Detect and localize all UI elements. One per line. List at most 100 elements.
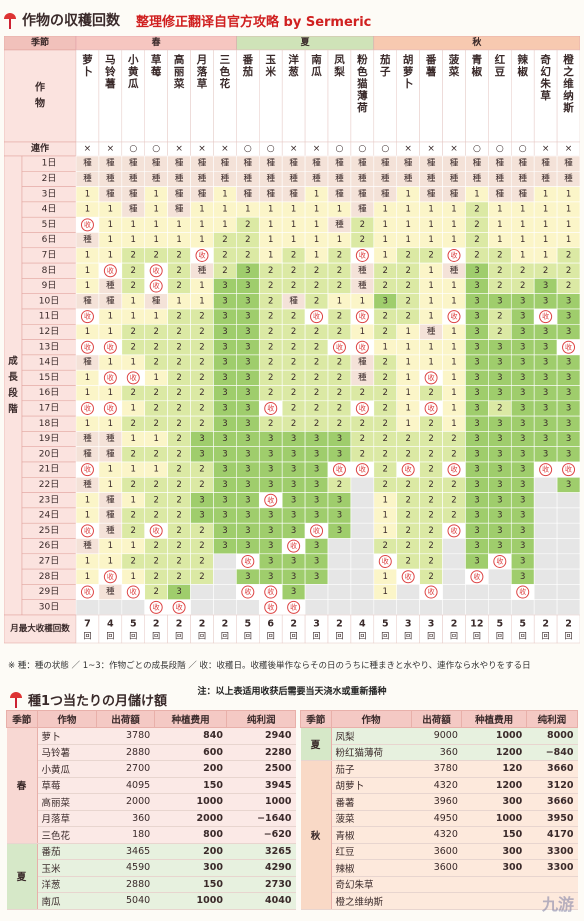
grid-cell (533, 599, 558, 616)
max-harvest-unit: 回 (450, 632, 458, 641)
crop-name-char: 橙 (563, 53, 574, 66)
profit-value (461, 892, 527, 910)
grid-value: 1 (451, 296, 456, 306)
grid-value: 3 (245, 465, 250, 475)
grid-value: 1 (566, 189, 571, 199)
grid-value: 1 (131, 312, 136, 322)
grid-value: 3 (474, 419, 479, 429)
profit-value: 300 (461, 843, 527, 860)
harvest-mark: 收 (405, 572, 412, 581)
grid-value: 2 (497, 312, 502, 322)
grid-value: 2 (566, 250, 571, 260)
grid-cell (190, 599, 214, 616)
crop-name-char: 薄 (357, 89, 368, 102)
grid-value: 1 (108, 250, 113, 260)
harvest-mark-icon (539, 310, 553, 324)
crop-name-char: 猫 (356, 77, 368, 90)
grid-cell (556, 599, 581, 616)
profit-row: 草莓 4095 150 3945 (7, 777, 296, 794)
profit-row: 橙之维纳斯 (301, 892, 578, 910)
grid-value: 2 (131, 342, 136, 352)
grid-value: 種 (83, 158, 92, 169)
grid-value: 1 (131, 296, 136, 306)
profit-row: 洋葱 2880 150 2730 (7, 876, 296, 893)
crop-name-char: 高 (174, 53, 185, 66)
max-harvest-value: 2 (176, 619, 183, 630)
repeat-mark: ○ (358, 144, 366, 154)
grid-value: 種 (358, 372, 367, 383)
harvest-mark: 收 (267, 587, 274, 596)
grid-value: 1 (314, 250, 319, 260)
harvest-mark-icon (447, 248, 461, 262)
profit-row: 胡萝卜 4320 1200 3120 (301, 777, 578, 794)
harvest-mark: 收 (428, 373, 435, 382)
repeat-mark: × (198, 144, 206, 154)
grid-value: 種 (518, 173, 527, 184)
grid-value: 種 (83, 357, 92, 368)
grid-value: 3 (314, 572, 319, 582)
grid-value: 種 (404, 158, 413, 169)
season-label: 秋 (471, 36, 482, 48)
sprout-icon (10, 690, 22, 708)
crop-header-cell (3, 49, 77, 143)
profit-table-left: 季節 作物 出荷額 种植费用 纯利润春萝卜 3780 840 2940 马铃薯 2880 600 22… (6, 710, 296, 910)
grid-value: 2 (451, 511, 456, 521)
grid-value: 3 (497, 465, 502, 475)
grid-value: 種 (427, 158, 436, 169)
harvest-mark-icon (355, 401, 369, 415)
grid-value: 2 (543, 266, 548, 276)
note-text: 注：以上表适用收获后需要当天浇水或重新播种 (197, 687, 387, 697)
harvest-mark: 收 (428, 587, 435, 596)
harvest-mark-icon (310, 524, 324, 538)
grid-cell (556, 522, 581, 539)
grid-value: 2 (153, 342, 158, 352)
grid-value: 種 (358, 357, 367, 368)
grid-value: 3 (245, 342, 250, 352)
harvest-mark: 收 (84, 403, 91, 412)
profit-value: 5040 (96, 892, 155, 910)
harvest-mark: 收 (359, 250, 366, 259)
harvest-mark: 收 (405, 465, 412, 474)
grid-value: 3 (268, 465, 273, 475)
grid-value: 1 (314, 220, 319, 230)
max-harvest-value: 2 (542, 619, 549, 630)
profit-value: 120 (461, 760, 527, 778)
grid-value: 2 (383, 480, 388, 490)
day-label: 24日 (39, 510, 59, 521)
max-harvest-unit: 回 (175, 632, 183, 641)
harvest-mark-icon (287, 539, 301, 553)
grid-value: 3 (222, 342, 227, 352)
grid-value: 1 (199, 235, 204, 245)
profit-crop-name: 番茄 (37, 843, 97, 860)
grid-value: 3 (543, 388, 548, 398)
grid-value: 3 (543, 342, 548, 352)
grid-value: 種 (381, 173, 390, 184)
profit-value: 4320 (411, 777, 462, 794)
grid-value: 2 (383, 449, 388, 459)
grid-value: 2 (153, 495, 158, 505)
grid-value: 3 (222, 449, 227, 459)
grid-value: 種 (106, 433, 115, 444)
grid-value: 3 (245, 572, 250, 582)
growth-stage-char: 段 (8, 387, 18, 399)
harvest-mark: 收 (107, 266, 114, 275)
grid-value: 3 (543, 419, 548, 429)
grid-value: 2 (199, 388, 204, 398)
max-harvest-value: 5 (519, 619, 526, 630)
page-title: 作物の収穫回数 (22, 13, 120, 29)
grid-value: 2 (291, 250, 296, 260)
grid-value: 1 (131, 358, 136, 368)
grid-cell (236, 599, 260, 616)
grid-value: 2 (199, 342, 204, 352)
grid-value: 2 (405, 511, 410, 521)
grid-value: 種 (289, 158, 298, 169)
grid-value: 2 (451, 495, 456, 505)
profit-header-cell: 种植费用 (153, 710, 228, 728)
grid-value: 1 (85, 388, 90, 398)
profit-value: 3600 (411, 843, 462, 860)
grid-value: 2 (405, 449, 410, 459)
crop-name-char: 黄 (128, 65, 139, 78)
grid-value: 2 (153, 572, 158, 582)
grid-value: 1 (108, 205, 113, 215)
grid-value: 3 (314, 511, 319, 521)
